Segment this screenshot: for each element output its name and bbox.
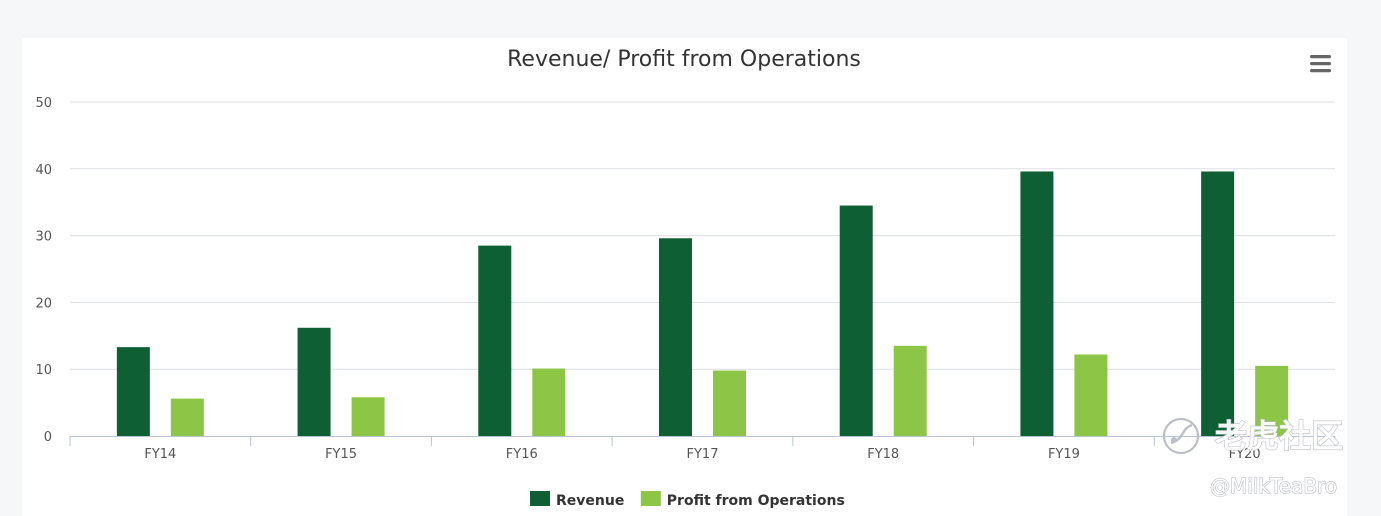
- y-tick-label: 10: [35, 363, 52, 378]
- bar-revenue-fy18[interactable]: [839, 205, 873, 436]
- x-tick-label: FY15: [325, 447, 357, 462]
- bar-profit-from-operations-fy19[interactable]: [1074, 354, 1108, 436]
- watermark-brand: 老虎社区: [1215, 417, 1343, 455]
- gridlines: [70, 101, 1335, 370]
- legend: Revenue Profit from Operations: [530, 491, 845, 509]
- y-tick-label: 0: [44, 430, 52, 445]
- watermark: 老虎社区 @MilkTeaBro: [1162, 416, 1344, 499]
- x-tick-label: FY17: [687, 447, 719, 462]
- legend-item-profit-from-operations[interactable]: Profit from Operations: [640, 491, 845, 509]
- x-axis: [69, 436, 1336, 446]
- x-tick-label: FY18: [867, 447, 899, 462]
- y-tick-label: 20: [35, 296, 52, 311]
- legend-item-revenue[interactable]: Revenue: [530, 491, 624, 509]
- x-tick-label: FY14: [144, 447, 176, 462]
- x-axis-tick-labels: FY14 FY15 FY16 FY17 FY18 FY19 FY20: [144, 447, 1260, 462]
- bar-profit-from-operations-fy15[interactable]: [351, 397, 385, 436]
- bars: [116, 171, 1289, 437]
- legend-swatch: [530, 491, 550, 506]
- chart-title: Revenue/ Profit from Operations: [507, 47, 861, 72]
- chart-card: Revenue/ Profit from Operations 0 10 20 30 4…: [22, 38, 1347, 516]
- bar-revenue-fy16[interactable]: [478, 245, 512, 436]
- bar-profit-from-operations-fy20[interactable]: [1255, 365, 1289, 436]
- legend-label: Revenue: [556, 493, 624, 509]
- legend-label: Profit from Operations: [667, 493, 845, 509]
- menu-button[interactable]: [1302, 48, 1338, 80]
- bar-profit-from-operations-fy16[interactable]: [532, 368, 566, 436]
- bar-chart: Revenue/ Profit from Operations 0 10 20 30 4…: [35, 47, 1344, 509]
- bar-revenue-fy20[interactable]: [1201, 171, 1235, 437]
- bar-revenue-fy19[interactable]: [1020, 171, 1054, 437]
- x-tick-label: FY20: [1229, 447, 1261, 462]
- bar-profit-from-operations-fy14[interactable]: [170, 398, 204, 436]
- x-tick-label: FY16: [506, 447, 538, 462]
- bar-profit-from-operations-fy18[interactable]: [893, 345, 927, 436]
- bar-revenue-fy17[interactable]: [659, 238, 692, 436]
- y-tick-label: 40: [35, 163, 52, 178]
- watermark-handle: @MilkTeaBro: [1210, 474, 1337, 498]
- watermark-logo-icon: [1162, 417, 1200, 455]
- legend-swatch: [640, 491, 661, 506]
- hamburger-menu-icon: [1310, 55, 1331, 73]
- bar-revenue-fy15[interactable]: [297, 327, 331, 436]
- y-axis-ticks: 0 10 20 30 40 50: [35, 96, 52, 445]
- bar-profit-from-operations-fy17[interactable]: [713, 370, 746, 436]
- bar-revenue-fy14[interactable]: [116, 347, 150, 436]
- y-tick-label: 30: [35, 230, 52, 245]
- y-tick-label: 50: [35, 96, 52, 111]
- x-tick-label: FY19: [1048, 447, 1080, 462]
